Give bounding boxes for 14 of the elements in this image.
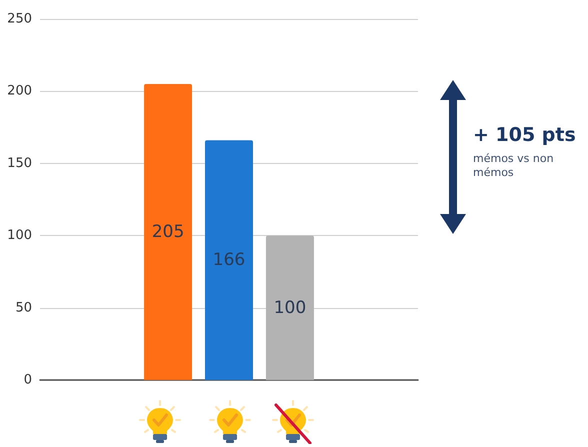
- y-tick-label: 50: [15, 300, 32, 316]
- text: mémos vs non mémos: [473, 152, 555, 180]
- text: + 105 pts: [473, 124, 576, 146]
- bar: [205, 140, 253, 380]
- bar: [266, 236, 314, 380]
- y-tick-label: 150: [7, 156, 32, 171]
- y-tick-label: 0: [24, 372, 32, 388]
- data-label: 166: [212, 250, 246, 270]
- y-tick-label: 200: [7, 84, 32, 99]
- y-tick-label: 100: [7, 228, 32, 244]
- bar: [144, 84, 192, 380]
- y-tick-label: 250: [7, 12, 32, 26]
- data-label: 100: [274, 298, 306, 318]
- data-label: 205: [152, 222, 184, 242]
